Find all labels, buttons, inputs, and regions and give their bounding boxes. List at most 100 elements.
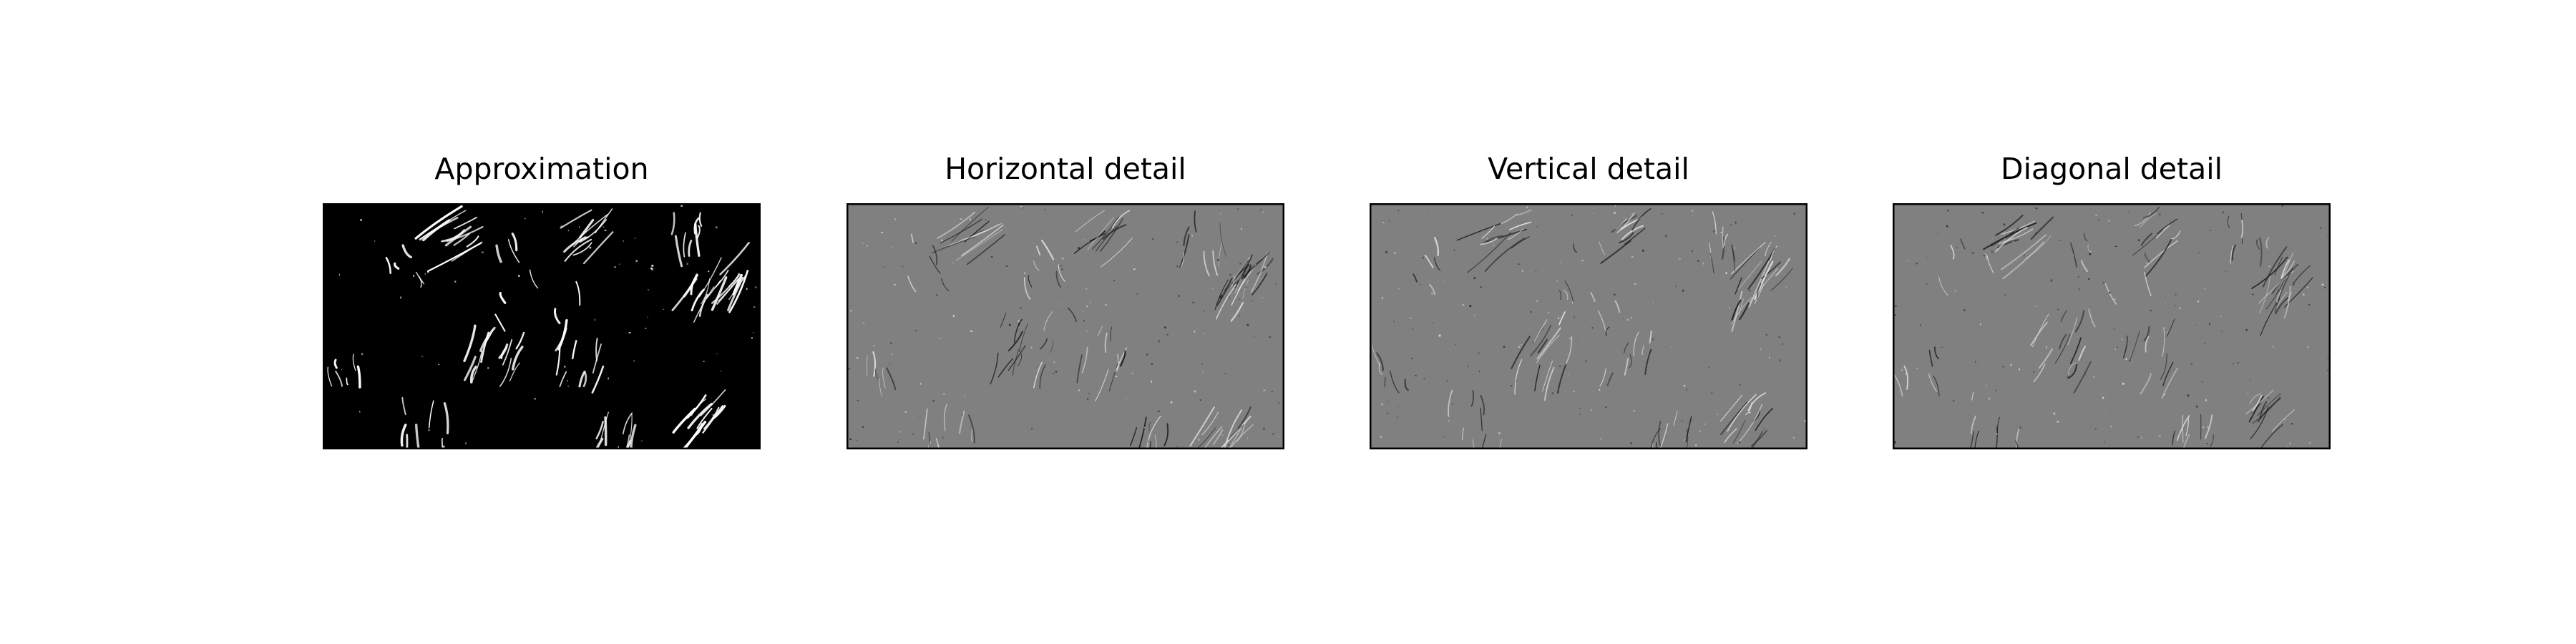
speckle [1113, 279, 1115, 282]
speckle [2225, 270, 2227, 273]
speckle [1634, 283, 1636, 286]
speckle [1765, 334, 1767, 336]
speckle [1521, 344, 1523, 346]
edge-stroke [1565, 336, 1573, 365]
speckle [2307, 346, 2309, 348]
speckle [1220, 213, 1221, 215]
edge-stroke [2067, 364, 2078, 379]
speckle [1263, 389, 1266, 391]
speckle [943, 393, 945, 395]
speckle [1697, 260, 1699, 262]
edge-stroke [418, 275, 422, 288]
speckle [427, 271, 429, 273]
edge-stroke [907, 275, 917, 293]
speckle [1518, 263, 1520, 265]
speckle [1469, 305, 1472, 307]
speckle [2024, 254, 2025, 257]
speckle [454, 280, 457, 283]
edge-stroke [1501, 213, 1518, 224]
edge-stroke [1201, 411, 1219, 436]
edge-stroke [670, 212, 675, 235]
speckle [518, 275, 520, 277]
edge-stroke [2276, 290, 2282, 303]
speckle [1229, 274, 1231, 275]
speckle [2204, 288, 2206, 289]
speckle [645, 328, 647, 329]
edge-stroke [1619, 232, 1634, 244]
edge-stroke [582, 231, 614, 265]
edge-stroke [1611, 215, 1638, 233]
edge-stroke [691, 288, 705, 312]
speckle [1085, 288, 1088, 290]
panel-approximation: Approximation [323, 0, 761, 644]
speckle [428, 429, 430, 431]
edge-stroke [1212, 429, 1224, 445]
edge-stroke [1216, 283, 1237, 320]
edge-stroke [2275, 291, 2288, 309]
speckle [904, 411, 907, 413]
edge-stroke [2134, 212, 2151, 227]
speckle [1536, 226, 1538, 228]
speckle [2003, 223, 2006, 226]
edge-stroke [1075, 210, 1105, 233]
speckle [1571, 214, 1573, 216]
speckle [1749, 411, 1751, 414]
edge-stroke [578, 371, 585, 388]
speckle [1572, 301, 1574, 304]
speckle [754, 286, 757, 288]
speckle [1228, 444, 1230, 447]
speckle [1782, 343, 1783, 346]
edge-stroke [1073, 233, 1106, 254]
diagonal-detail-image [1893, 203, 2331, 449]
speckle [2308, 304, 2311, 306]
speckle [374, 240, 376, 242]
edge-stroke [911, 233, 914, 243]
edge-stroke [2251, 394, 2263, 412]
edge-stroke [401, 396, 406, 416]
speckle [1394, 252, 1396, 254]
edge-stroke [1224, 409, 1243, 449]
speckle [2004, 233, 2005, 235]
edge-stroke [1765, 241, 1772, 257]
speckle [857, 440, 858, 441]
edge-stroke [559, 371, 567, 388]
edge-stroke [1621, 225, 1644, 240]
speckle [1053, 373, 1055, 374]
speckle [1018, 320, 1020, 322]
speckle [1683, 385, 1686, 386]
edge-stroke [553, 308, 561, 325]
speckle [421, 356, 424, 357]
speckle [1269, 336, 1271, 338]
edge-stroke [2292, 265, 2311, 285]
speckle [1894, 305, 1897, 307]
speckle [1008, 323, 1011, 326]
speckle [940, 338, 942, 339]
edge-stroke [688, 240, 693, 257]
speckle [1105, 303, 1107, 306]
speckle [2323, 287, 2326, 288]
edge-stroke [499, 357, 512, 387]
edge-stroke [1058, 264, 1065, 283]
speckle [1453, 249, 1455, 251]
speckle [1151, 363, 1153, 365]
speckle [894, 218, 897, 220]
edge-stroke [1212, 250, 1219, 276]
edge-stroke [1499, 439, 1503, 449]
speckle [1631, 228, 1633, 230]
edge-stroke [683, 273, 698, 298]
edge-stroke [1237, 406, 1252, 429]
edge-stroke [2280, 259, 2290, 279]
approximation-background [323, 203, 761, 449]
speckle [534, 398, 536, 400]
edge-stroke [961, 224, 1004, 256]
edge-stroke [1673, 411, 1678, 426]
edge-stroke [1974, 430, 1979, 449]
speckle [1661, 213, 1664, 215]
edge-stroke [732, 273, 743, 296]
speckle [2327, 369, 2329, 371]
speckle [2195, 405, 2198, 408]
edge-stroke [420, 210, 467, 240]
speckle [966, 264, 969, 265]
edge-stroke [1739, 302, 1750, 321]
speckle [2012, 241, 2014, 243]
